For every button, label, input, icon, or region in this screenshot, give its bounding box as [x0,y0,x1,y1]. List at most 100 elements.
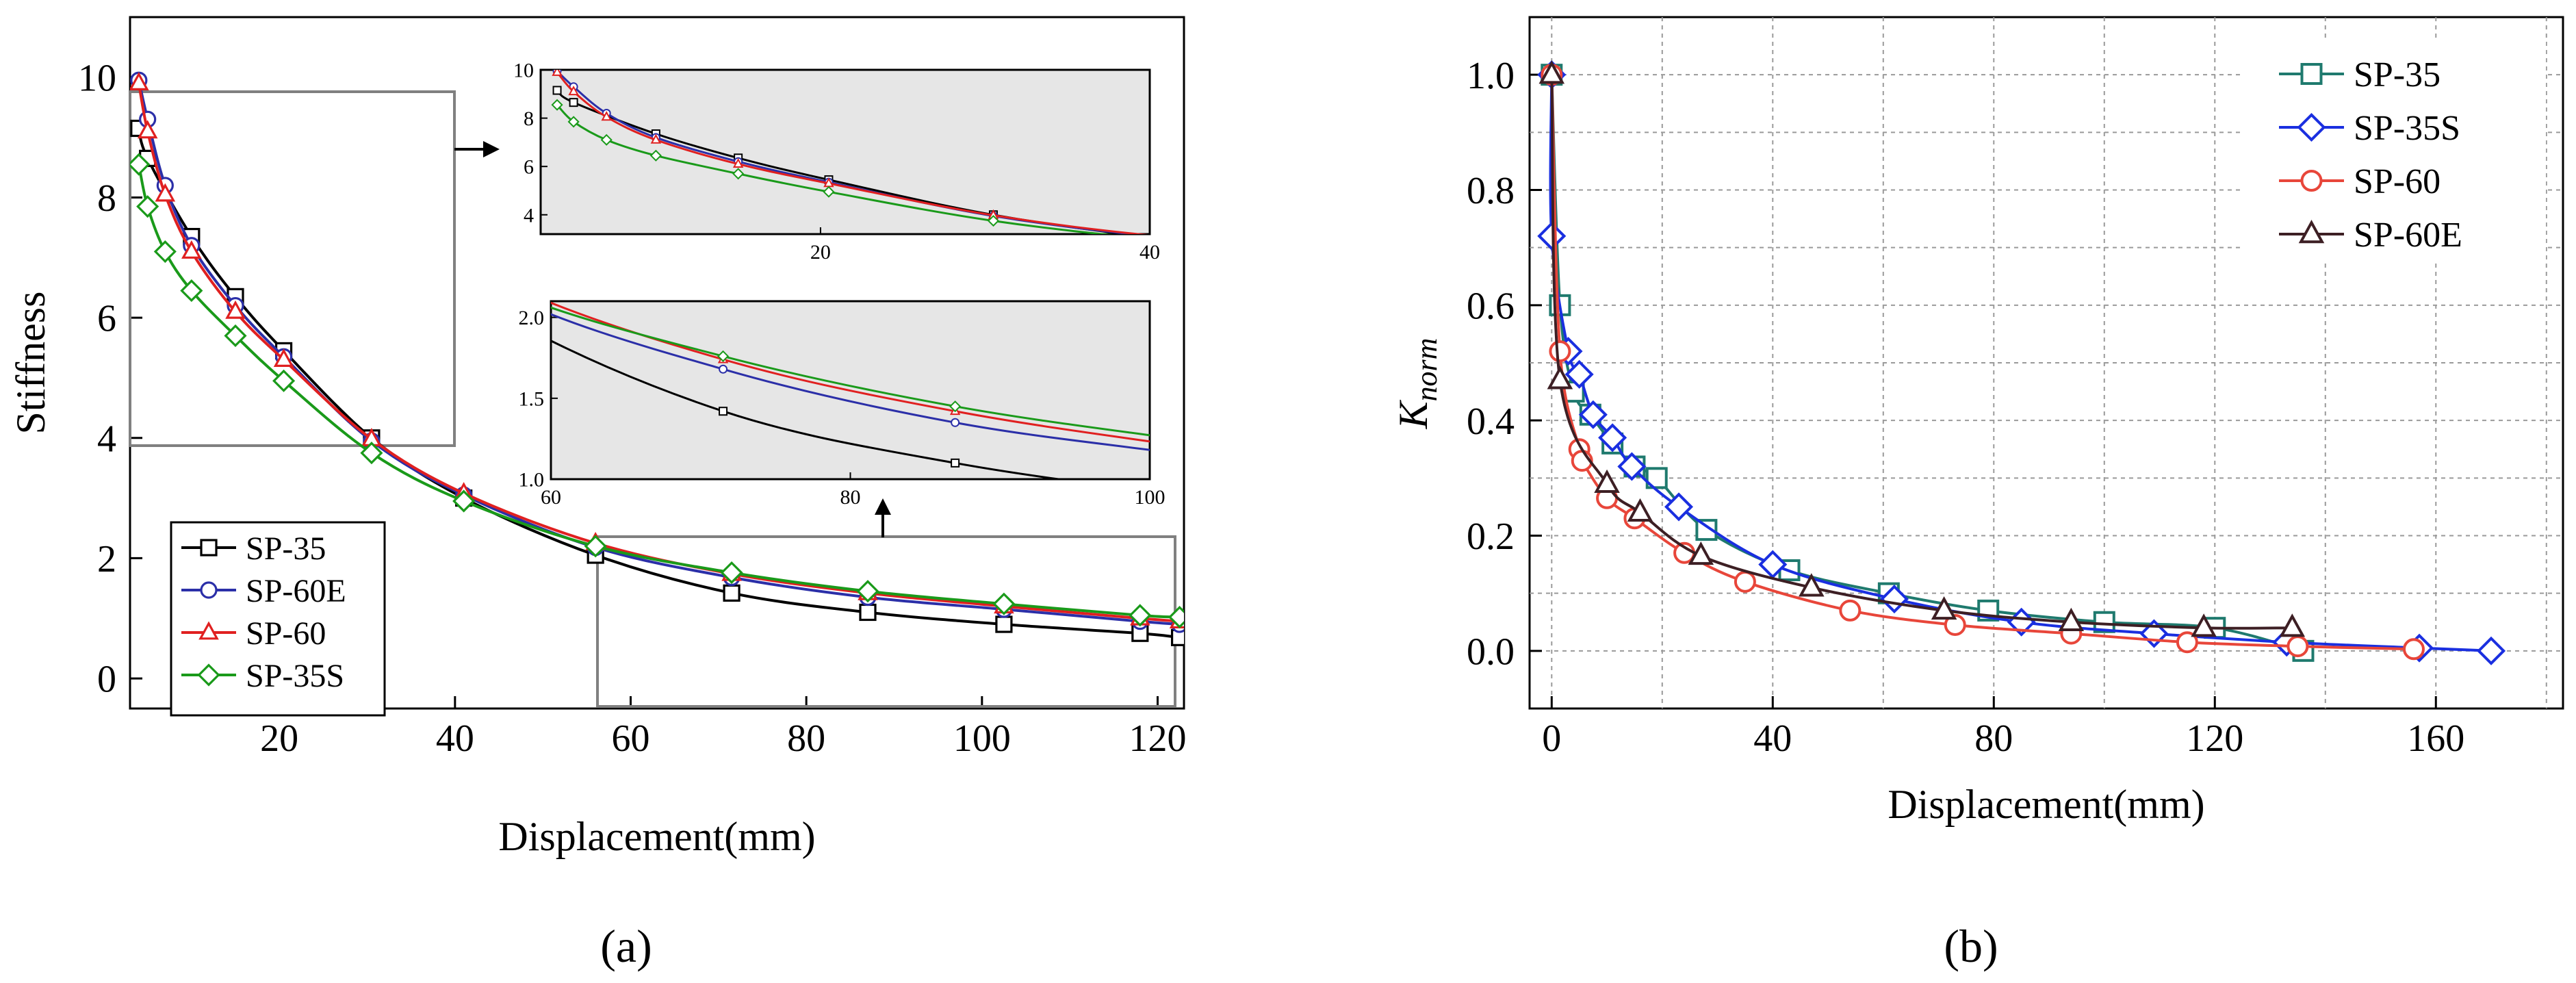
inset-upper-line-sp-60 [556,71,1148,234]
inset-upper-y-tick-label: 10 [513,60,534,82]
inset-upper-point-sp-60e [1409,255,1417,263]
inset-upper-point-sp-60 [732,157,744,168]
chart-a-point-sp-35s [1129,604,1152,627]
legend-marker-a-sp-60e [200,581,218,599]
chart-b-y-tick-label: 0.4 [1467,400,1515,443]
chart-b-point-sp-35s [1664,492,1694,522]
inset-upper-line-sp-35s [556,104,1113,234]
legend-marker-b-sp-35s [2297,112,2326,142]
chart-a-y-tick-label: 0 [97,659,116,701]
inset-upper-line-sp-60e [556,70,1142,234]
chart-b-xlabel: Displacement(mm) [1888,782,2204,827]
inset-upper-x-tick-label: 40 [1139,241,1160,264]
chart-b-ylabel: Knorm [1391,338,1443,430]
chart-a-line-sp-35 [137,127,1180,639]
chart-a-y-tick-label: 8 [97,177,116,220]
chart-a-y-tick-label: 2 [97,538,116,580]
chart-a-y-tick-label: 4 [97,418,116,460]
inset-upper-point-sp-35s [551,99,563,111]
inset-lower: 1.0 1.5 2.0 60 80 100 [105,29,1491,524]
inset-upper-y-tick-label: 8 [524,107,534,130]
inset-lower-point-sp-35 [951,458,960,468]
inset-lower-point-sp-35 [1415,516,1423,524]
chart-a-point-sp-60 [181,240,202,259]
chart-a-point-sp-60 [130,72,149,91]
chart-a-y-ticks: 0 2 4 6 8 10 [78,57,142,701]
inset-upper-point-sp-60 [601,111,612,121]
chart-b-point-sp-35s [1758,550,1788,579]
chart-b-panel-label: (b) [1944,920,1998,972]
chart-a-y-tick-label: 6 [97,298,116,340]
chart-a-point-sp-35s [130,153,151,176]
chart-a-series [130,71,1184,646]
inset-lower-series [105,29,1491,524]
zoom-arrow-right [454,141,500,157]
legend-marker-b-sp-60 [2300,170,2323,192]
legend-marker-a-sp-60 [198,621,219,640]
inset-upper-y-tick-label: 6 [524,156,534,179]
chart-b-point-sp-60 [1734,570,1756,593]
chart-b-x-tick-label: 0 [1542,717,1561,760]
inset-lower-line-sp-35s [551,306,1150,437]
chart-b-point-sp-35s [2476,636,2506,665]
legend-marker-a-sp-35 [200,539,218,557]
inset-upper-point-sp-35s [600,133,613,146]
chart-a-point-sp-35s [272,369,296,392]
chart-a-ylabel: Stiffness [8,292,53,435]
inset-upper-series [551,70,1418,263]
inset-lower-x-tick-label: 80 [840,486,861,509]
inset-upper-point-sp-35 [569,98,578,107]
chart-a-panel-label: (a) [600,920,652,972]
inset-lower-point-sp-60e [719,364,728,374]
chart-b-y-tick-label: 0.0 [1467,630,1515,673]
inset-upper-point-sp-35s [1408,253,1418,263]
chart-a-point-sp-35s [584,535,607,558]
inset-lower-point-sp-60 [1415,474,1424,482]
chart-b-point-sp-60e [1547,366,1573,390]
inset-upper-point-sp-60 [1409,253,1417,260]
chart-b-y-tick-label: 1.0 [1467,55,1515,97]
chart-b-point-sp-60e [1538,60,1565,84]
inset-upper-point-sp-60 [568,86,579,96]
legend-marker-b-sp-60e [2298,220,2325,244]
chart-a-xlabel: Displacement(mm) [498,814,815,859]
chart-a-y-tick-label: 10 [78,57,116,99]
chart-b-point-sp-60e [1799,573,1825,597]
inset-lower-x-tick-label: 60 [541,486,561,509]
chart-b-point-sp-60e [2058,607,2085,631]
inset-lower-point-sp-35s [949,400,962,413]
inset-upper-point-sp-35s [649,149,662,162]
inset-lower-x-tick-label: 100 [1135,486,1165,509]
legend-label-a-sp-35s: SP-35S [246,658,344,694]
chart-b-point-sp-60e [1688,541,1714,565]
inset-lower-point-sp-60e [951,418,960,427]
inset-lower-point-sp-60e [1483,492,1491,499]
legend-label-b-sp-60e: SP-60E [2354,216,2462,255]
chart-b-point-sp-60 [2402,638,2425,661]
inset-upper-frame [539,68,1151,235]
chart-b-y-tick-label: 0.2 [1467,515,1515,558]
chart-a-point-sp-35 [859,603,877,622]
chart-a-point-sp-35s [224,324,247,348]
legend-label-a-sp-60e: SP-60E [246,573,346,609]
inset-lower-point-sp-60e [1415,483,1423,491]
chart-b-y-ticks: 0.0 0.2 0.4 0.6 0.8 1.0 [1467,55,1542,673]
chart-b-point-sp-60e [1627,498,1653,522]
chart-b-legend: SP-35 SP-35S SP-60 SP-60E [2241,38,2546,264]
chart-a-point-sp-60 [155,183,176,202]
chart-a-x-tick-label: 20 [260,717,298,760]
legend-label-b-sp-60: SP-60 [2354,162,2440,201]
chart-a-x-tick-label: 120 [1129,717,1187,760]
chart-a-point-sp-60 [273,348,294,368]
legend-label-a-sp-35: SP-35 [246,531,326,567]
chart-a-x-tick-label: 60 [612,717,650,760]
inset-lower-point-sp-35s [105,29,114,39]
inset-upper-point-sp-60 [650,133,662,144]
chart-b-point-sp-60e [1594,469,1620,493]
legend-marker-b-sp-35 [2300,63,2323,85]
inset-lower-point-sp-35s [1415,466,1424,476]
chart-a-point-sp-35s [136,195,159,218]
zoom-box-upper [129,90,456,447]
chart-b-point-sp-60 [2176,631,2198,654]
